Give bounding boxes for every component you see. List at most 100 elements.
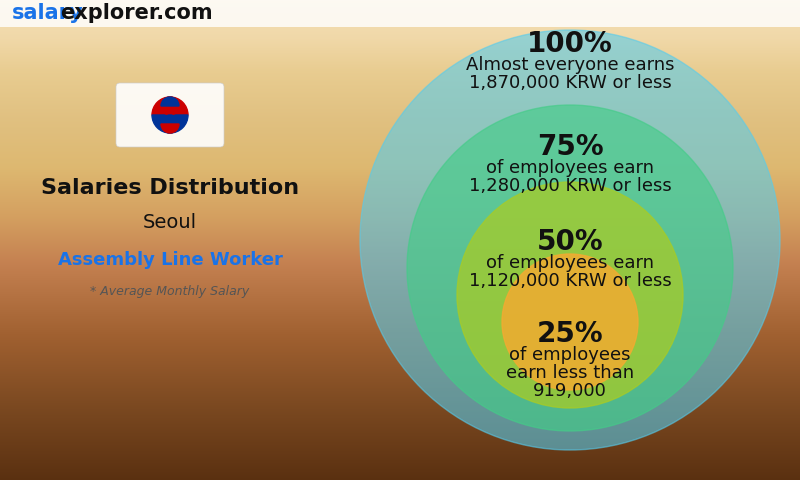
Bar [0,441,800,442]
Bar [0,432,800,434]
Wedge shape [152,115,188,133]
Bar [0,9,800,10]
Bar [0,49,800,51]
Bar [0,418,800,419]
Bar [0,263,800,264]
Bar [0,298,800,299]
Bar [0,326,800,328]
Bar [0,154,800,155]
Bar [0,137,800,139]
Bar [0,97,800,99]
Bar [0,31,800,32]
Bar [0,229,800,231]
Bar [0,471,800,473]
Bar [0,24,800,25]
Bar [0,391,800,392]
Bar [0,459,800,461]
Bar [0,3,800,5]
Bar [0,47,800,48]
FancyBboxPatch shape [116,83,224,147]
Bar [0,429,800,430]
Bar [0,350,800,352]
Bar [0,193,800,195]
Bar [0,248,800,249]
Bar [0,422,800,424]
Bar [0,125,800,127]
Bar [0,359,800,360]
Bar [0,213,800,214]
Bar [0,464,800,465]
Bar [0,403,800,404]
Bar [0,202,800,203]
Bar [0,243,800,245]
Bar [0,65,800,67]
Bar [0,427,800,428]
Bar [0,300,800,302]
Bar [0,235,800,236]
Bar [0,239,800,240]
Bar [0,335,800,336]
Bar [0,295,800,296]
Bar [0,233,800,235]
Bar [0,451,800,452]
Text: 100%: 100% [527,30,613,58]
Bar [0,363,800,365]
Bar [0,279,800,281]
Bar [0,60,800,62]
Bar [0,221,800,223]
Bar [0,226,800,227]
Bar [0,98,800,100]
Text: 1,870,000 KRW or less: 1,870,000 KRW or less [469,74,671,92]
Bar [0,269,800,271]
Bar [0,217,800,219]
Bar [0,477,800,478]
Bar [0,407,800,408]
Bar [0,22,800,23]
Bar [0,164,800,165]
Wedge shape [161,97,179,106]
Bar [0,118,800,119]
Bar [0,365,800,367]
Bar [0,417,800,418]
Bar [0,106,800,107]
Bar [0,58,800,59]
Text: explorer.com: explorer.com [60,3,213,23]
Bar [0,321,800,322]
Bar [0,262,800,263]
Circle shape [407,105,733,431]
Bar [0,297,800,298]
Bar [0,242,800,244]
Bar [0,266,800,268]
Bar [0,299,800,300]
Bar [0,225,800,226]
Bar [0,333,800,334]
Bar [0,173,800,175]
Bar [0,72,800,73]
Bar [0,443,800,444]
Bar [0,123,800,125]
Bar [0,446,800,448]
Bar [0,255,800,257]
Bar [0,79,800,80]
Bar [0,153,800,154]
Bar [0,314,800,316]
Bar [0,8,800,9]
Bar [0,10,800,11]
Bar [0,145,800,147]
Bar [0,324,800,326]
Bar [0,408,800,409]
Bar [0,249,800,250]
Bar [0,320,800,321]
Bar [0,280,800,282]
Bar [0,444,800,445]
Bar [0,322,800,323]
Bar [0,259,800,260]
Bar [0,205,800,207]
Bar [0,465,800,466]
Bar [0,177,800,178]
Bar [0,103,800,104]
Bar [0,478,800,479]
Bar [0,431,800,432]
Bar [0,201,800,202]
Bar [0,161,800,163]
